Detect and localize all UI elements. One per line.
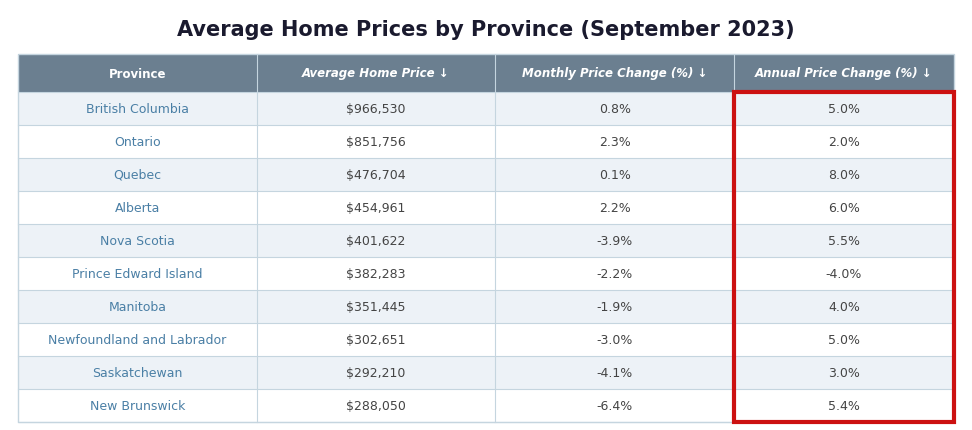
Text: 2.2%: 2.2% — [599, 202, 631, 215]
Bar — [18, 93, 954, 126]
Text: $351,445: $351,445 — [346, 300, 405, 313]
Text: -4.1%: -4.1% — [597, 366, 633, 379]
Text: $476,704: $476,704 — [346, 169, 406, 181]
Text: Province: Province — [109, 68, 166, 80]
Text: 5.5%: 5.5% — [828, 234, 860, 247]
Bar — [18, 55, 954, 422]
Text: 3.0%: 3.0% — [828, 366, 860, 379]
Bar — [18, 290, 954, 323]
Text: 2.0%: 2.0% — [828, 136, 860, 149]
Text: 6.0%: 6.0% — [828, 202, 860, 215]
Bar — [18, 159, 954, 191]
Bar — [18, 258, 954, 290]
Text: $302,651: $302,651 — [346, 333, 405, 346]
Text: -2.2%: -2.2% — [597, 267, 633, 280]
Text: -3.9%: -3.9% — [597, 234, 633, 247]
Text: -3.0%: -3.0% — [597, 333, 633, 346]
Text: -4.0%: -4.0% — [826, 267, 862, 280]
Text: $401,622: $401,622 — [346, 234, 405, 247]
Text: Newfoundland and Labrador: Newfoundland and Labrador — [49, 333, 226, 346]
Bar — [18, 55, 954, 93]
Text: New Brunswick: New Brunswick — [89, 399, 185, 412]
Text: $454,961: $454,961 — [346, 202, 405, 215]
Bar — [18, 323, 954, 356]
Text: Nova Scotia: Nova Scotia — [100, 234, 175, 247]
Text: Average Home Prices by Province (September 2023): Average Home Prices by Province (Septemb… — [177, 20, 795, 40]
Text: Monthly Price Change (%) ↓: Monthly Price Change (%) ↓ — [522, 68, 708, 80]
Text: Manitoba: Manitoba — [108, 300, 166, 313]
Text: $288,050: $288,050 — [346, 399, 406, 412]
Text: 5.0%: 5.0% — [828, 333, 860, 346]
Text: Alberta: Alberta — [115, 202, 160, 215]
Text: 0.8%: 0.8% — [599, 103, 631, 116]
Text: 4.0%: 4.0% — [828, 300, 860, 313]
Text: British Columbia: British Columbia — [86, 103, 189, 116]
Text: Average Home Price ↓: Average Home Price ↓ — [302, 68, 450, 80]
Bar — [734, 93, 954, 422]
Text: $851,756: $851,756 — [346, 136, 406, 149]
Text: 5.4%: 5.4% — [828, 399, 860, 412]
Text: -6.4%: -6.4% — [597, 399, 633, 412]
Text: $382,283: $382,283 — [346, 267, 405, 280]
Text: 8.0%: 8.0% — [828, 169, 860, 181]
Text: $292,210: $292,210 — [346, 366, 405, 379]
Text: Ontario: Ontario — [114, 136, 160, 149]
Text: Annual Price Change (%) ↓: Annual Price Change (%) ↓ — [755, 68, 933, 80]
Text: Quebec: Quebec — [114, 169, 161, 181]
Text: $966,530: $966,530 — [346, 103, 405, 116]
Text: Saskatchewan: Saskatchewan — [92, 366, 183, 379]
Text: Prince Edward Island: Prince Edward Island — [72, 267, 202, 280]
Text: 5.0%: 5.0% — [828, 103, 860, 116]
Text: 0.1%: 0.1% — [599, 169, 631, 181]
Text: -1.9%: -1.9% — [597, 300, 633, 313]
Bar — [18, 126, 954, 159]
Bar — [18, 389, 954, 422]
Text: 2.3%: 2.3% — [599, 136, 631, 149]
Bar — [18, 356, 954, 389]
Bar — [18, 191, 954, 224]
Bar — [18, 224, 954, 258]
